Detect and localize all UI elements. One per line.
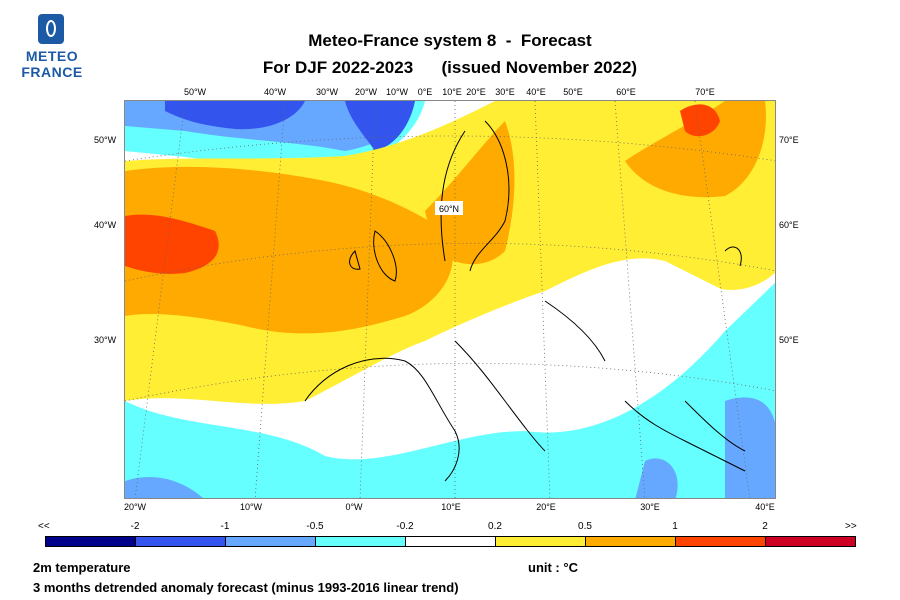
top-longitude-tick: 30°E: [495, 87, 515, 97]
top-longitude-tick: 60°E: [616, 87, 636, 97]
bottom-longitude-tick: 30°E: [640, 502, 660, 512]
bottom-longitude-tick: 10°W: [239, 502, 263, 512]
top-longitude-tick: 30°W: [315, 87, 339, 97]
top-longitude-tick: 10°E: [442, 87, 462, 97]
unit-label: unit : °C: [528, 560, 578, 575]
colorbar-segment: [315, 536, 406, 547]
bottom-longitude-tick: 20°E: [536, 502, 556, 512]
meteo-france-logo: METEO FRANCE: [12, 14, 92, 84]
graticule: [125, 101, 775, 498]
top-longitude-tick: 20°E: [466, 87, 486, 97]
colorbar-segment: [225, 536, 316, 547]
colorbar-tick-label: -1: [220, 521, 230, 532]
colorbar-tick-label: -0.5: [306, 521, 324, 532]
right-longitude-tick: 50°E: [779, 335, 799, 345]
graticule-label-box: [435, 201, 463, 215]
top-longitude-tick: 0°E: [417, 87, 433, 97]
colorbar-segment: [585, 536, 676, 547]
colorbar-tick-label: 0.2: [488, 521, 502, 532]
bottom-longitude-tick: 10°E: [441, 502, 461, 512]
colorbar-tick-label: 1: [672, 521, 678, 532]
light-cyan-region-south: [125, 282, 775, 498]
bottom-longitude-tick: 0°W: [345, 502, 363, 512]
coastlines: [304, 120, 746, 482]
logo-emblem-icon: [38, 14, 64, 44]
colorbar-segment: [45, 536, 136, 547]
colorbar-left-edge: <<: [38, 521, 50, 532]
description-label: 3 months detrended anomaly forecast (min…: [33, 580, 459, 595]
logo-text-meteo: METEO: [25, 48, 79, 64]
variable-label: 2m temperature: [33, 560, 131, 575]
right-longitude-tick: 70°E: [779, 135, 799, 145]
anomaly-map: 60°N: [124, 100, 776, 499]
colorbar-segment: [405, 536, 496, 547]
neutral-region-europe: [305, 258, 745, 435]
colorbar-segment: [495, 536, 586, 547]
top-longitude-tick: 40°E: [526, 87, 546, 97]
top-longitude-tick: 50°W: [183, 87, 207, 97]
top-longitude-tick: 40°W: [263, 87, 287, 97]
left-longitude-tick: 30°W: [94, 335, 117, 345]
dark-blue-region-north2: [345, 101, 415, 151]
colorbar-segment: [675, 536, 766, 547]
top-longitude-tick: 20°W: [354, 87, 378, 97]
colorbar-tick-label: -2: [130, 521, 140, 532]
left-longitude-tick: 50°W: [94, 135, 117, 145]
red-region-atlantic: [125, 214, 219, 274]
blue-region-southwest: [125, 477, 203, 498]
top-longitude-tick: 50°E: [563, 87, 583, 97]
colorbar-tick-label: 2: [762, 521, 768, 532]
colorbar-tick-label: 0.5: [578, 521, 592, 532]
blue-region-mideast: [635, 458, 678, 498]
colorbar-segment: [135, 536, 226, 547]
logo-text-france: FRANCE: [21, 64, 83, 80]
map-canvas: 60°N: [125, 101, 775, 498]
bottom-longitude-tick: 40°E: [755, 502, 775, 512]
red-region-russia: [680, 104, 720, 137]
dark-blue-region-north: [165, 101, 305, 130]
top-longitude-tick: 10°W: [385, 87, 409, 97]
top-longitude-tick: 70°E: [695, 87, 715, 97]
right-longitude-tick: 60°E: [779, 220, 799, 230]
colorbar-right-edge: >>: [845, 521, 857, 532]
orange-region-atlantic: [125, 166, 453, 334]
colorbar-tick-label: -0.2: [396, 521, 414, 532]
blue-region-east: [725, 397, 775, 498]
left-longitude-tick: 40°W: [94, 220, 117, 230]
bottom-longitude-tick: 20°W: [123, 502, 147, 512]
page-subtitle: For DJF 2022-2023 (issued November 2022): [262, 58, 638, 77]
orange-region-russia: [625, 101, 766, 198]
graticule-label-60n: 60°N: [439, 204, 459, 214]
page-title: Meteo-France system 8 - Forecast: [308, 31, 592, 50]
colorbar-segment: [765, 536, 856, 547]
orange-region-scandinavia: [425, 121, 515, 265]
